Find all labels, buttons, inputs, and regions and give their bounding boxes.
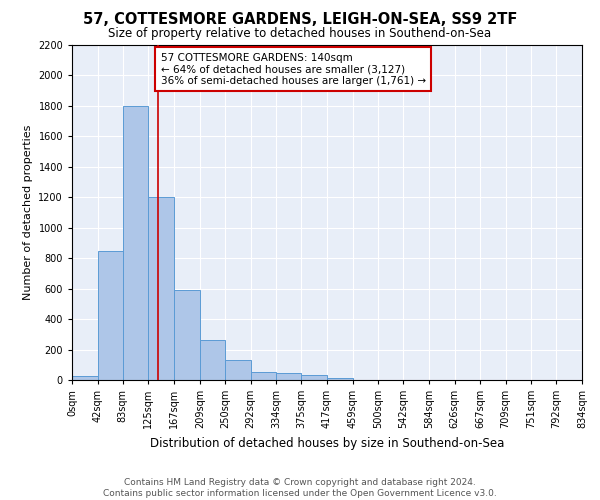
Bar — [327, 378, 353, 380]
Bar — [200, 340, 225, 380]
Bar — [174, 290, 200, 380]
Bar — [123, 106, 148, 380]
Bar — [72, 376, 98, 380]
Text: Size of property relative to detached houses in Southend-on-Sea: Size of property relative to detached ho… — [109, 28, 491, 40]
Bar — [251, 372, 276, 380]
Bar — [148, 198, 174, 380]
Bar — [225, 360, 251, 380]
Bar — [301, 376, 327, 380]
Text: Contains HM Land Registry data © Crown copyright and database right 2024.
Contai: Contains HM Land Registry data © Crown c… — [103, 478, 497, 498]
X-axis label: Distribution of detached houses by size in Southend-on-Sea: Distribution of detached houses by size … — [150, 436, 504, 450]
Text: 57, COTTESMORE GARDENS, LEIGH-ON-SEA, SS9 2TF: 57, COTTESMORE GARDENS, LEIGH-ON-SEA, SS… — [83, 12, 517, 28]
Bar — [98, 250, 123, 380]
Y-axis label: Number of detached properties: Number of detached properties — [23, 125, 32, 300]
Text: 57 COTTESMORE GARDENS: 140sqm
← 64% of detached houses are smaller (3,127)
36% o: 57 COTTESMORE GARDENS: 140sqm ← 64% of d… — [161, 52, 426, 86]
Bar — [276, 373, 301, 380]
